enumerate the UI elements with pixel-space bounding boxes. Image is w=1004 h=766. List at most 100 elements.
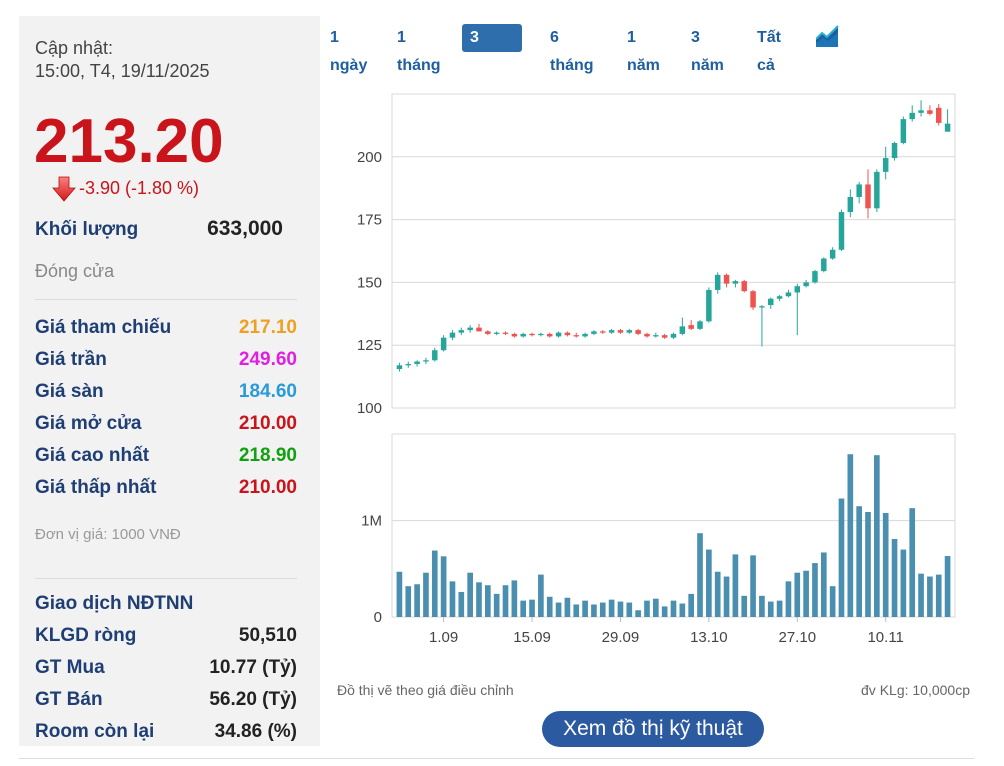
candle-up bbox=[838, 212, 845, 250]
stat-reference-price: Giá tham chiếu 217.10 bbox=[35, 317, 297, 341]
volume-bar bbox=[591, 604, 597, 617]
candle-up bbox=[706, 289, 712, 322]
volume-bar bbox=[909, 508, 916, 617]
candle-down bbox=[546, 333, 553, 337]
stat-label: Giá mở cửa bbox=[35, 413, 142, 434]
candle-up bbox=[803, 282, 809, 287]
volume-bar bbox=[546, 596, 553, 617]
price-tick-label: 175 bbox=[357, 212, 382, 229]
candle-up bbox=[582, 333, 588, 337]
volume-bar bbox=[723, 576, 730, 617]
price-volume-chart: 100 125 150 175 200 0 1M 1.09 15.09 29.09 13.10 27.… bbox=[357, 93, 956, 646]
x-tick-label: 10.11 bbox=[867, 629, 903, 646]
candle-up bbox=[396, 365, 403, 370]
volume-bar bbox=[741, 595, 748, 617]
candle-up bbox=[405, 364, 412, 366]
price-tick-label: 100 bbox=[357, 400, 382, 417]
candle-down bbox=[573, 335, 579, 337]
volume-bar bbox=[431, 550, 438, 617]
candle-up bbox=[414, 361, 420, 365]
volume-bar bbox=[820, 552, 827, 617]
candle-down bbox=[617, 330, 624, 333]
divider bbox=[35, 299, 297, 300]
candle-up bbox=[812, 271, 818, 283]
volume-bar bbox=[520, 600, 527, 617]
volume-bar bbox=[697, 533, 703, 617]
volume-bar bbox=[776, 600, 783, 617]
candle-up bbox=[732, 281, 739, 284]
candle-down bbox=[750, 291, 756, 308]
stat-label: Giá tham chiếu bbox=[35, 317, 172, 338]
candle-down bbox=[502, 332, 509, 334]
stat-floor-price: Giá sàn 184.60 bbox=[35, 381, 297, 405]
volume-bar bbox=[449, 581, 456, 617]
tab-1-year[interactable]: 1 năm bbox=[627, 29, 660, 74]
candle-up bbox=[909, 112, 915, 120]
candle-up bbox=[759, 306, 765, 308]
volume-bar bbox=[635, 610, 641, 617]
tab-1-day[interactable]: 1 ngày bbox=[330, 29, 368, 74]
candle-down bbox=[511, 333, 518, 337]
arrow-down-icon bbox=[52, 176, 76, 202]
stat-value: 249.60 bbox=[238, 349, 297, 370]
divider bbox=[35, 578, 297, 579]
tab-all[interactable]: Tất cả bbox=[757, 29, 781, 74]
stat-value: 184.60 bbox=[238, 381, 297, 402]
volume-bar bbox=[414, 584, 420, 617]
price-tick-label: 125 bbox=[357, 337, 382, 354]
volume-label: Khối lượng bbox=[35, 219, 139, 240]
candle-up bbox=[608, 330, 615, 333]
volume-bar bbox=[582, 600, 588, 617]
area-chart-icon[interactable] bbox=[816, 25, 840, 47]
candle-up bbox=[714, 274, 721, 290]
candle-up bbox=[493, 332, 500, 334]
volume-bar bbox=[927, 576, 933, 617]
candle-up bbox=[467, 327, 473, 331]
candle-up bbox=[882, 158, 889, 172]
tab-3-years[interactable]: 3 năm bbox=[691, 29, 724, 74]
volume-bar bbox=[935, 574, 942, 617]
volume-bar bbox=[838, 498, 845, 617]
volume-bar bbox=[812, 563, 818, 617]
tab-6-months[interactable]: 6 tháng bbox=[550, 29, 594, 74]
tab-3-months[interactable]: 3 tháng bbox=[462, 24, 522, 74]
candle-down bbox=[865, 184, 871, 209]
foreign-room-remaining: Room còn lại 34.86 (%) bbox=[35, 721, 297, 745]
stat-value: 210.00 bbox=[238, 477, 297, 498]
candle-down bbox=[927, 110, 933, 114]
candle-down bbox=[529, 333, 535, 336]
candle-up bbox=[697, 321, 703, 329]
price-tick-label: 200 bbox=[357, 149, 382, 166]
volume-bar bbox=[714, 571, 721, 617]
volume-bar bbox=[493, 593, 500, 617]
candle-down bbox=[661, 335, 668, 338]
volume-bar bbox=[679, 603, 686, 617]
price-panel-frame bbox=[391, 93, 956, 409]
foreign-value: 56.20 (Tỷ) bbox=[209, 689, 297, 710]
volume-bar bbox=[785, 581, 792, 617]
candle-up bbox=[856, 184, 862, 197]
candle-up bbox=[679, 326, 686, 334]
candle-up bbox=[829, 249, 836, 259]
volume-bar bbox=[573, 604, 580, 617]
technical-chart-button[interactable]: Xem đồ thị kỹ thuật bbox=[542, 711, 764, 747]
volume-bar bbox=[856, 506, 862, 617]
stat-label: Giá thấp nhất bbox=[35, 477, 157, 498]
volume-bar bbox=[440, 556, 447, 617]
x-tick-label: 13.10 bbox=[690, 629, 728, 646]
volume-bar bbox=[458, 591, 465, 617]
foreign-sell-value: GT Bán 56.20 (Tỷ) bbox=[35, 689, 297, 713]
volume-bar bbox=[661, 606, 668, 617]
candle-up bbox=[794, 286, 801, 293]
volume-bar bbox=[900, 549, 907, 617]
market-status: Đóng cửa bbox=[35, 261, 115, 281]
volume-bar bbox=[608, 599, 615, 617]
foreign-label: GT Mua bbox=[35, 657, 105, 678]
volume-unit-note: đv KLg: 10,000cp bbox=[861, 682, 970, 698]
volume-bar bbox=[644, 600, 650, 617]
stat-value: 218.90 bbox=[238, 445, 297, 466]
tab-1-month[interactable]: 1 tháng bbox=[397, 29, 441, 74]
volume-bar bbox=[423, 572, 429, 617]
volume-bar bbox=[874, 455, 880, 617]
candle-down bbox=[741, 281, 747, 292]
